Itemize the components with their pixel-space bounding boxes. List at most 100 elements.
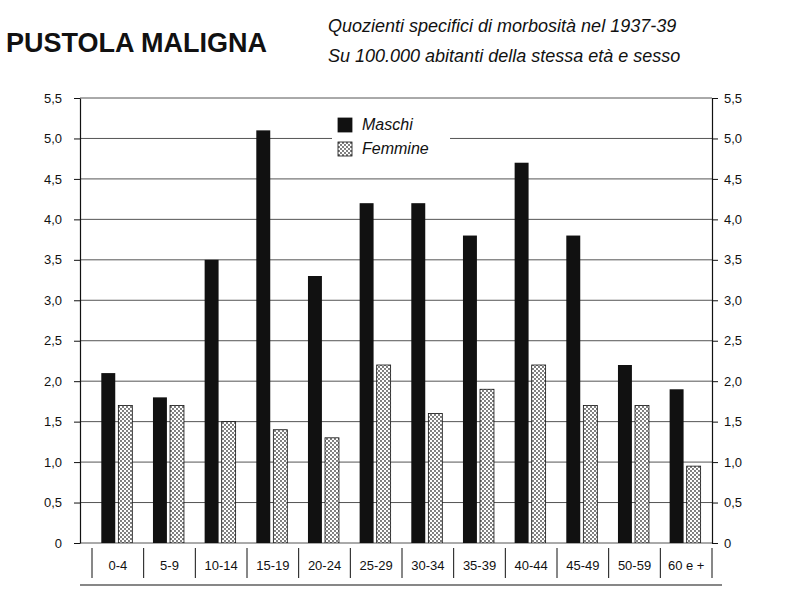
bar [566,236,580,543]
tick: 0 [55,536,80,551]
separator [350,548,351,578]
tick: 50-59 [618,558,651,573]
tick-label: 2,0 [724,374,742,389]
tick-label: 50-59 [618,558,651,573]
tick-mark [712,260,718,261]
tick-label: 45-49 [566,558,599,573]
tick-label: 4,0 [724,212,742,227]
separator [298,548,299,578]
tick: 2,0 [44,374,80,389]
grid-line [80,259,712,260]
tick-label: 60 e + [668,558,705,573]
separator [453,548,454,578]
bar [480,389,494,543]
legend-background [332,112,450,166]
tick: 0,5 [44,495,80,510]
legend-swatch [338,142,352,156]
tick: 5,0 [712,131,742,146]
tick-label: 2,5 [724,333,742,348]
separator [608,548,609,578]
tick: 1,0 [712,455,742,470]
tick-mark [74,219,80,220]
y-axis: 00,51,01,52,02,53,03,54,04,55,05,5 [44,91,81,551]
tick-label: 30-34 [411,558,444,573]
tick-mark [74,503,80,504]
tick: 4,0 [44,212,80,227]
legend-swatch [338,118,352,132]
title: PUSTOLA MALIGNA [6,28,267,58]
tick: 2,5 [44,333,80,348]
tick-label: 3,0 [44,293,62,308]
separator [557,548,558,578]
tick-label: 0,5 [44,495,62,510]
tick-mark [712,219,718,220]
bar [153,397,167,543]
tick-label: 4,5 [724,172,742,187]
tick-mark [712,98,718,99]
tick-mark [74,422,80,423]
bar [532,365,546,543]
grid-line [80,98,712,99]
bar [670,389,684,543]
tick: 0-4 [108,558,127,573]
tick-label: 1,5 [724,414,742,429]
tick-label: 5-9 [160,558,179,573]
tick: 5,0 [44,131,80,146]
tick: 2,0 [712,374,742,389]
tick-mark [712,543,718,544]
separator [505,548,506,578]
tick-label: 2,0 [44,374,62,389]
tick-label: 2,5 [44,333,62,348]
tick-label: 5,5 [724,91,742,106]
separator [195,548,196,578]
chart: PUSTOLA MALIGNAQuozienti specifici di mo… [0,0,800,590]
category-separators [92,548,712,578]
tick-mark [712,381,718,382]
tick: 40-44 [515,558,548,573]
tick: 1,5 [44,414,80,429]
tick-mark [74,300,80,301]
tick-mark [74,462,80,463]
bar [101,373,115,543]
x-axis: 0-45-910-1415-1920-2425-2930-3435-3940-4… [108,558,704,573]
bar [635,405,649,543]
tick-label: 5,0 [724,131,742,146]
bars [101,130,700,543]
tick-label: 10-14 [205,558,238,573]
baseline-rule [80,584,722,585]
separator [712,548,713,578]
grid-line [80,219,712,220]
tick-mark [712,179,718,180]
bar [308,276,322,543]
tick-label: 25-29 [360,558,393,573]
tick: 2,5 [712,333,742,348]
bar [377,365,391,543]
bar [583,405,597,543]
tick: 1,0 [44,455,80,470]
tick-label: 0,5 [724,495,742,510]
grid-line [80,381,712,382]
tick-label: 40-44 [515,558,548,573]
y-axis-right: 00,51,01,52,02,53,03,54,04,55,05,5 [712,91,742,551]
tick-label: 20-24 [308,558,341,573]
tick-label: 1,5 [44,414,62,429]
grid [80,98,712,543]
bar [170,405,184,543]
series [118,365,700,543]
bar [411,203,425,543]
tick-label: 3,5 [44,252,62,267]
tick: 4,5 [712,172,742,187]
tick-mark [74,260,80,261]
separator [92,548,93,578]
grid-line [80,340,712,341]
separator [402,548,403,578]
tick-label: 4,5 [44,172,62,187]
tick-label: 3,0 [724,293,742,308]
tick-label: 3,5 [724,252,742,267]
tick: 3,5 [712,252,742,267]
series [101,130,683,543]
tick: 30-34 [411,558,444,573]
tick-label: 4,0 [44,212,62,227]
bar [256,130,270,543]
bar [428,414,442,543]
